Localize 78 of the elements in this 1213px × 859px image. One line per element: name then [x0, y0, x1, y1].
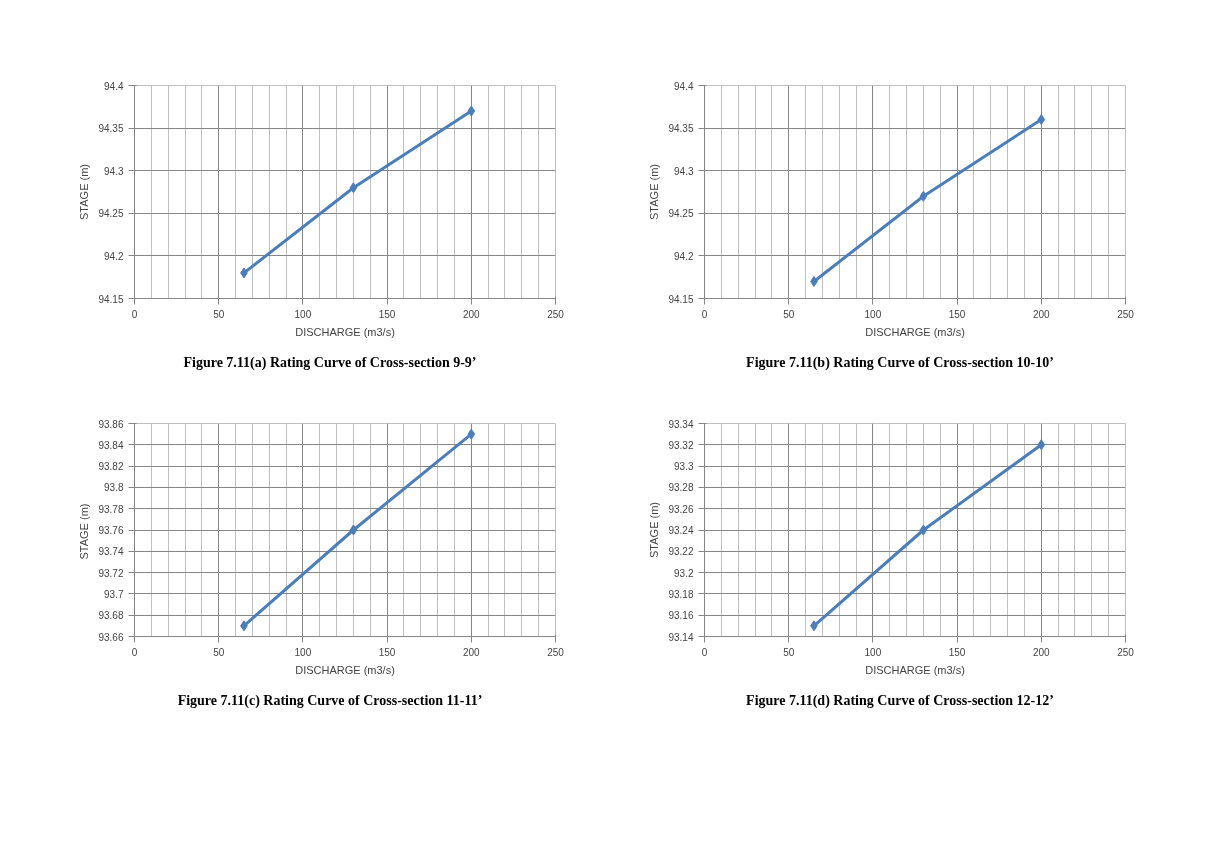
x-tick-label: 50 — [213, 308, 225, 320]
y-tick-label: 93.66 — [98, 631, 124, 643]
point — [467, 428, 476, 440]
y-axis-title: STAGE (m) — [78, 163, 91, 221]
y-tick-label: 94.4 — [104, 80, 124, 92]
y-tick-label: 94.25 — [668, 208, 694, 220]
y-tick-label: 93.28 — [668, 482, 694, 494]
point — [1037, 114, 1046, 126]
y-axis-title: STAGE (m) — [648, 163, 661, 221]
y-tick-label: 93.7 — [104, 588, 124, 600]
x-tick-label: 50 — [783, 646, 795, 658]
y-tick-label: 93.76 — [98, 525, 124, 536]
x-tick-label: 150 — [378, 308, 396, 320]
y-tick-label: 94.15 — [98, 293, 124, 305]
x-tick-label: 0 — [131, 646, 138, 658]
x-tick-label: 100 — [294, 308, 312, 320]
y-tick-label: 94.15 — [668, 293, 694, 305]
text: Figure 7.11(c) Rating Curve of Cross-section 11-11’ — [177, 692, 483, 710]
point — [349, 182, 358, 194]
x-tick-label: 200 — [462, 308, 481, 320]
y-tick-label: 94.3 — [104, 165, 124, 177]
text: Figure 7.11(a) Rating Curve of Cross-section 9-9’ — [183, 354, 477, 372]
x-tick-label: 100 — [294, 646, 312, 658]
x-tick-label: 50 — [783, 308, 795, 320]
x-axis-title: DISCHARGE (m3/s) — [865, 325, 965, 338]
x-tick-label: 0 — [701, 646, 708, 658]
y-tick-label: 93.86 — [98, 418, 124, 430]
text: Figure 7.11(d) Rating Curve of Cross-section 12-12’ — [746, 692, 1054, 710]
y-tick-label: 93.22 — [668, 546, 694, 558]
x-tick-label: 250 — [547, 646, 565, 658]
x-tick-label: 250 — [1117, 646, 1135, 658]
point — [467, 105, 476, 117]
y-tick-label: 94.2 — [674, 250, 694, 262]
y-tick-label: 93.84 — [98, 439, 124, 451]
x-tick-label: 100 — [864, 646, 882, 658]
x-axis-title: DISCHARGE (m3/s) — [295, 325, 395, 338]
y-tick-label: 93.32 — [668, 439, 694, 451]
y-tick-label: 93.14 — [668, 631, 694, 643]
y-tick-label: 94.2 — [104, 250, 124, 262]
y-tick-label: 93.74 — [98, 546, 124, 558]
y-tick-label: 93.34 — [668, 418, 694, 430]
x-tick-label: 200 — [1032, 646, 1051, 658]
x-tick-label: 0 — [701, 308, 708, 320]
y-tick-label: 93.82 — [98, 461, 124, 473]
x-tick-label: 150 — [948, 308, 966, 320]
y-tick-label: 94.35 — [98, 123, 124, 135]
y-tick-label: 94.35 — [668, 123, 694, 135]
y-tick-label: 93.72 — [98, 567, 124, 579]
y-axis-title: STAGE (m) — [78, 503, 91, 560]
y-tick-label: 93.18 — [668, 588, 694, 600]
x-tick-label: 250 — [1117, 308, 1135, 320]
y-tick-label: 93.68 — [98, 610, 124, 622]
x-tick-label: 50 — [213, 646, 225, 658]
point — [919, 190, 928, 202]
y-tick-label: 93.16 — [668, 610, 694, 622]
x-tick-label: 100 — [864, 308, 882, 320]
y-axis-title: STAGE (m) — [648, 501, 661, 559]
y-tick-label: 93.3 — [674, 461, 694, 473]
y-tick-label: 93.26 — [668, 503, 694, 515]
x-axis-title: DISCHARGE (m3/s) — [295, 663, 395, 676]
y-tick-label: 93.8 — [104, 482, 124, 494]
y-tick-label: 93.2 — [674, 567, 694, 579]
point — [919, 524, 928, 536]
x-tick-label: 200 — [462, 646, 481, 658]
point — [349, 524, 358, 536]
text: Figure 7.11(b) Rating Curve of Cross-section 10-10’ — [746, 354, 1054, 372]
y-tick-label: 94.3 — [674, 165, 694, 177]
x-tick-label: 150 — [948, 646, 966, 658]
x-tick-label: 150 — [378, 646, 396, 658]
point — [1037, 439, 1046, 451]
x-tick-label: 250 — [547, 308, 565, 320]
y-tick-label: 94.4 — [674, 80, 694, 92]
x-tick-label: 200 — [1032, 308, 1051, 320]
y-tick-label: 94.25 — [98, 208, 124, 220]
x-tick-label: 0 — [131, 308, 138, 320]
y-tick-label: 93.78 — [98, 503, 124, 515]
x-axis-title: DISCHARGE (m3/s) — [865, 663, 965, 676]
y-tick-label: 93.24 — [668, 525, 694, 536]
